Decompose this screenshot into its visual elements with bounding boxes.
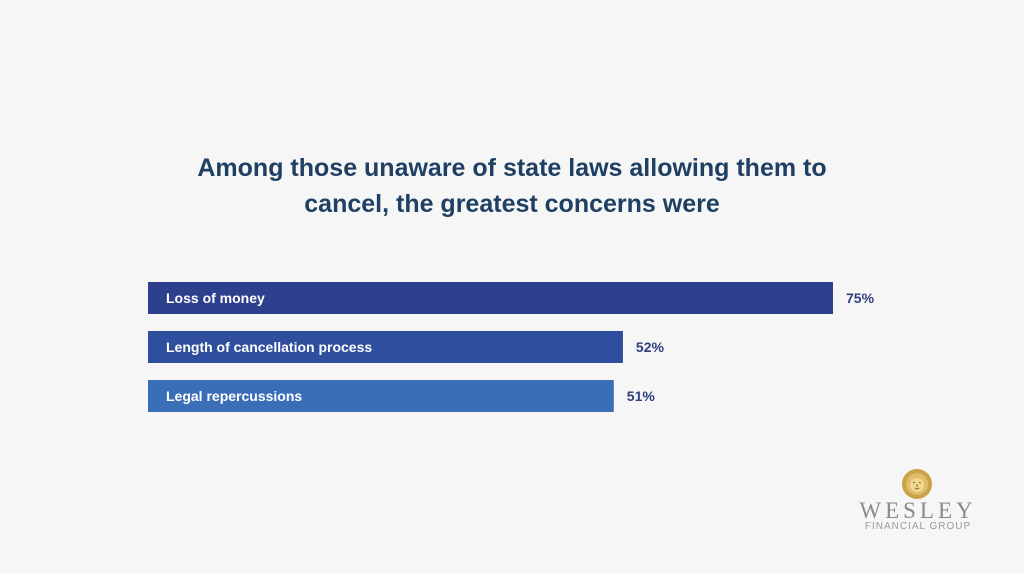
bar-0 <box>148 282 833 314</box>
chart-title-line-2: cancel, the greatest concerns were <box>304 190 720 218</box>
bar-1 <box>148 331 623 363</box>
value-label-2: 51% <box>627 388 656 404</box>
company-logo: WESLEY FINANCIAL GROUP <box>848 468 988 538</box>
bar-label-1: Length of cancellation process <box>166 339 372 355</box>
value-label-0: 75% <box>846 290 875 306</box>
chart-title: Among those unaware of state laws allowi… <box>0 150 1024 222</box>
bar-2 <box>148 380 614 412</box>
chart-title-line-1: Among those unaware of state laws allowi… <box>197 154 827 182</box>
lion-head-icon <box>902 469 932 499</box>
logo-subtitle: FINANCIAL GROUP <box>864 521 972 532</box>
logo-wordmark: WESLEY <box>859 498 977 523</box>
bar-label-2: Legal repercussions <box>166 388 302 404</box>
bar-label-0: Loss of money <box>166 290 265 306</box>
value-label-1: 52% <box>636 339 665 355</box>
